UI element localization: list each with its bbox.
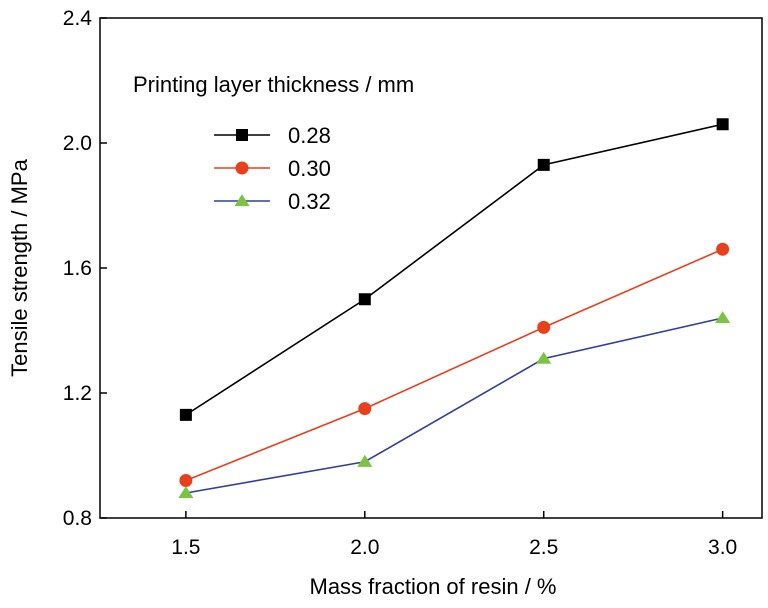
legend-label: 0.28 <box>288 123 331 148</box>
series-group <box>178 118 731 499</box>
y-tick-label: 1.6 <box>63 257 92 280</box>
data-point <box>178 486 194 499</box>
series-line <box>185 317 723 494</box>
series-line <box>185 123 723 416</box>
data-point <box>536 351 552 364</box>
data-point <box>179 408 192 421</box>
legend-item-0.32: 0.32 <box>214 189 331 214</box>
y-tick-label: 2.4 <box>63 7 93 30</box>
legend-label: 0.30 <box>288 156 331 181</box>
legend-title: Printing layer thickness / mm <box>133 72 414 97</box>
x-tick-label: 3.0 <box>708 536 737 559</box>
legend-label: 0.32 <box>288 189 331 214</box>
series-0.32 <box>178 311 731 499</box>
x-tick-label: 1.5 <box>171 536 200 559</box>
data-point <box>716 118 729 131</box>
x-axis-title: Mass fraction of resin / % <box>310 574 557 599</box>
data-point <box>716 242 730 256</box>
plot-area: 0.8 1.2 1.6 2.0 2.4 1.5 2.0 2.5 3.0 <box>63 7 763 559</box>
legend-marker <box>236 129 248 141</box>
data-point <box>537 320 551 334</box>
legend-marker <box>235 161 249 175</box>
data-point <box>357 454 373 467</box>
data-point <box>179 474 193 487</box>
data-point <box>537 158 550 171</box>
x-tick-label: 2.5 <box>529 536 558 559</box>
legend-item-0.28: 0.28 <box>214 123 331 148</box>
y-tick-label: 2.0 <box>63 132 92 155</box>
series-0.30 <box>179 242 730 487</box>
y-tick-label: 0.8 <box>63 507 92 530</box>
legend-marker <box>234 194 250 207</box>
y-tick-label: 1.2 <box>63 382 92 405</box>
data-point <box>358 293 371 306</box>
legend-item-0.30: 0.30 <box>214 156 331 181</box>
series-0.28 <box>179 118 729 421</box>
legend: Printing layer thickness / mm 0.28 0.30 0.… <box>133 72 414 214</box>
data-point <box>715 311 731 324</box>
y-axis-title: Tensile strength / MPa <box>7 158 32 376</box>
series-line <box>185 248 723 482</box>
data-point <box>358 402 372 416</box>
x-tick-label: 2.0 <box>350 536 379 559</box>
